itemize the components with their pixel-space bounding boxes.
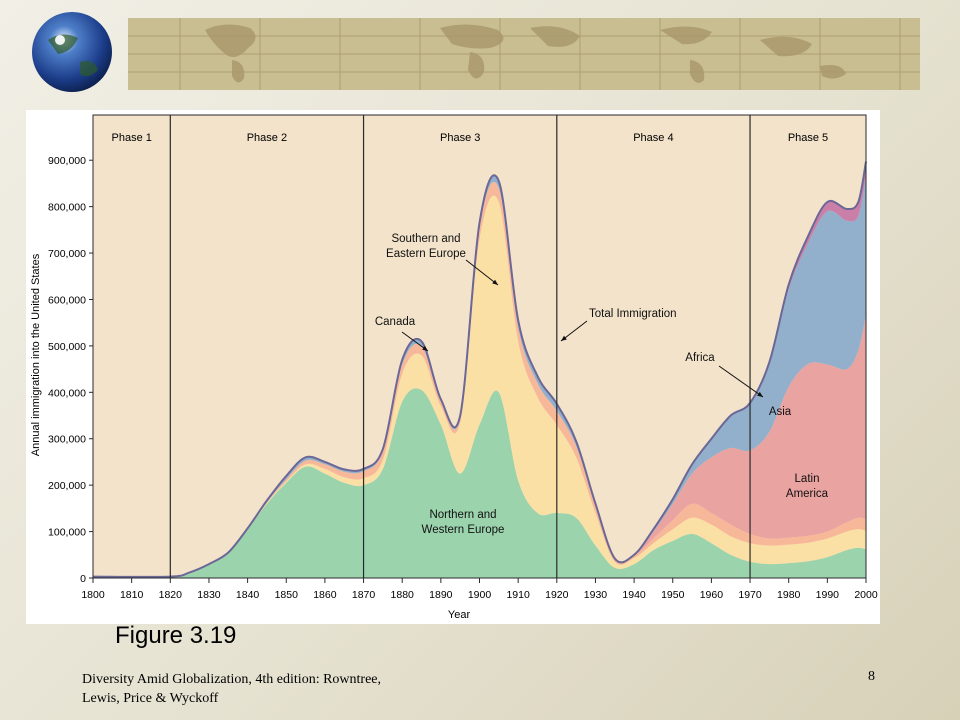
annotations: Southern and Eastern Europe Canada Total Im… bbox=[375, 233, 829, 536]
x-tick-label: 1930 bbox=[584, 589, 608, 601]
total-immigration-annotation-arrowhead bbox=[561, 335, 567, 341]
africa-annotation-arrowhead bbox=[757, 391, 763, 397]
x-tick-label: 1840 bbox=[236, 589, 260, 601]
area-latin-america bbox=[93, 181, 866, 577]
chart-panel: 1800 1810 1820 1830 1840 1850 1860 1870 1880 1890… bbox=[26, 110, 880, 624]
asia-label: Asia bbox=[769, 406, 792, 418]
x-tick-label: 1920 bbox=[545, 589, 569, 601]
source-citation: Diversity Amid Globalization, 4th editio… bbox=[82, 670, 442, 708]
y-tick-label: 300,000 bbox=[48, 434, 86, 446]
area-southern-and-eastern-europe bbox=[93, 195, 866, 577]
area-northern-and-western-europe bbox=[93, 388, 866, 578]
x-axis-label: Year bbox=[448, 609, 471, 621]
x-tick-label: 1870 bbox=[352, 589, 376, 601]
x-tick-label: 1990 bbox=[816, 589, 840, 601]
x-tick-label: 1820 bbox=[159, 589, 183, 601]
title-banner bbox=[0, 0, 960, 100]
phase-label-3: Phase 3 bbox=[440, 132, 480, 144]
africa-annotation: Africa bbox=[685, 352, 715, 364]
southern-eastern-europe-annotation-arrowhead bbox=[492, 279, 498, 285]
x-tick-label: 1810 bbox=[120, 589, 144, 601]
y-tick-label: 100,000 bbox=[48, 527, 86, 539]
total-immigration-outline bbox=[92, 161, 867, 578]
phase-label-4: Phase 4 bbox=[633, 132, 673, 144]
southern-eastern-europe-annotation-arrow bbox=[465, 259, 499, 286]
globe-icon bbox=[32, 12, 112, 92]
x-tick-label: 1890 bbox=[429, 589, 453, 601]
y-tick-label: 0 bbox=[80, 573, 86, 585]
x-tick-label: 1970 bbox=[738, 589, 762, 601]
africa-annotation-arrow bbox=[718, 365, 764, 398]
phase-dividers bbox=[169, 115, 751, 578]
latin-america-label: Latin America bbox=[786, 473, 829, 500]
canada-annotation-arrowhead bbox=[422, 345, 428, 351]
x-tick-label: 1880 bbox=[391, 589, 415, 601]
phase-label-5: Phase 5 bbox=[788, 132, 828, 144]
banner-graphic bbox=[32, 12, 920, 92]
northern-western-europe-label: Northern and Western Europe bbox=[422, 509, 505, 536]
y-tick-label: 500,000 bbox=[48, 341, 86, 353]
y-tick-label: 600,000 bbox=[48, 294, 86, 306]
x-tick-label: 1800 bbox=[81, 589, 105, 601]
banner-continents bbox=[205, 24, 846, 83]
immigration-chart: 1800 1810 1820 1830 1840 1850 1860 1870 1880 1890… bbox=[30, 114, 878, 621]
x-tick-label: 1860 bbox=[313, 589, 337, 601]
x-tick-label: 1900 bbox=[468, 589, 492, 601]
banner-map-lines bbox=[128, 18, 920, 90]
x-tick-label: 1910 bbox=[506, 589, 530, 601]
x-tick-label: 2000 bbox=[854, 589, 878, 601]
figure-caption: Figure 3.19 bbox=[115, 622, 237, 649]
globe-highlight bbox=[55, 35, 65, 45]
phase-label-1: Phase 1 bbox=[112, 132, 152, 144]
y-tick-label: 800,000 bbox=[48, 202, 86, 214]
canada-annotation: Canada bbox=[375, 316, 416, 328]
y-axis-label: Annual immigration into the United State… bbox=[30, 253, 42, 456]
x-tick-label: 1950 bbox=[661, 589, 685, 601]
y-tick-label: 700,000 bbox=[48, 248, 86, 260]
x-tick-label: 1850 bbox=[275, 589, 299, 601]
phase-label-2: Phase 2 bbox=[247, 132, 287, 144]
y-tick-label: 200,000 bbox=[48, 480, 86, 492]
x-tick-label: 1940 bbox=[622, 589, 646, 601]
y-tick-label: 400,000 bbox=[48, 387, 86, 399]
y-tick-label: 900,000 bbox=[48, 155, 86, 167]
source-line-1: Diversity Amid Globalization, 4th editio… bbox=[82, 672, 382, 687]
x-tick-label: 1960 bbox=[700, 589, 724, 601]
x-tick-label: 1830 bbox=[197, 589, 221, 601]
page-number: 8 bbox=[868, 669, 875, 684]
x-tick-label: 1980 bbox=[777, 589, 801, 601]
axes: 1800 1810 1820 1830 1840 1850 1860 1870 1880 1890… bbox=[48, 114, 878, 601]
source-line-2: Lewis, Price & Wyckoff bbox=[82, 691, 219, 706]
southern-eastern-europe-annotation: Southern and Eastern Europe bbox=[386, 233, 466, 260]
total-immigration-annotation: Total Immigration bbox=[589, 308, 677, 320]
